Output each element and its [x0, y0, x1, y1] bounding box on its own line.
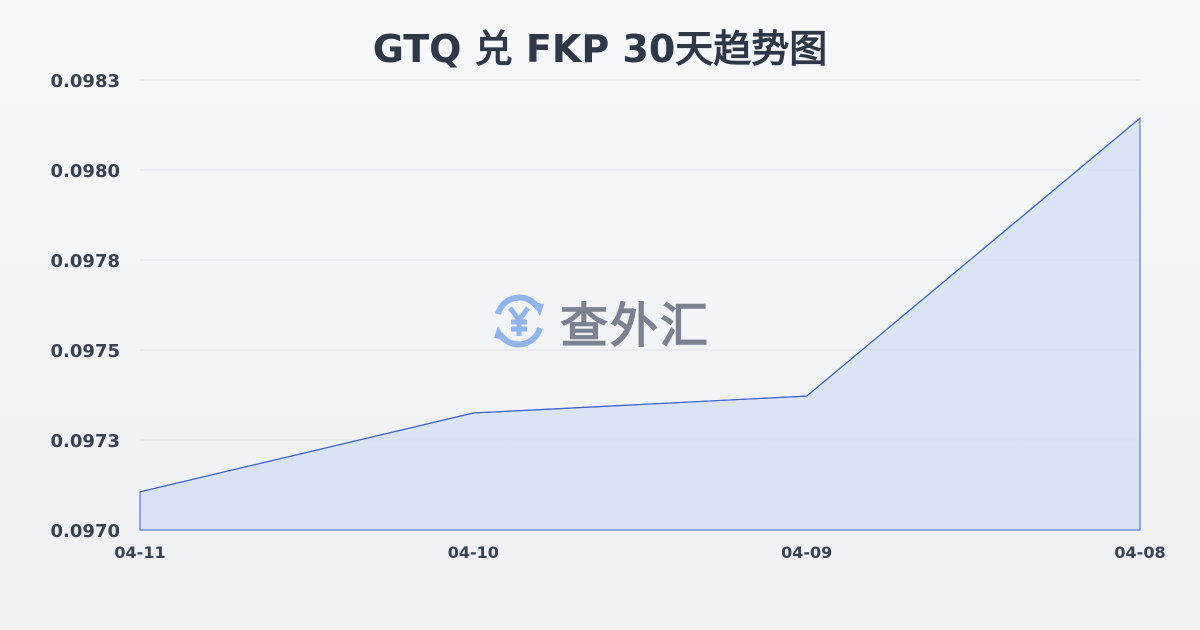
- x-tick-label: 04-10: [448, 543, 499, 562]
- data-point: [806, 395, 808, 397]
- data-point: [139, 491, 141, 493]
- x-tick-label: 04-09: [781, 543, 832, 562]
- x-tick-label: 04-08: [1114, 543, 1165, 562]
- y-tick-label: 0.0975: [51, 341, 120, 362]
- y-tick-label: 0.0983: [51, 71, 120, 92]
- watermark: 查外汇: [488, 286, 710, 356]
- data-point: [1139, 117, 1141, 119]
- watermark-text: 查外汇: [560, 298, 711, 354]
- series-line: [139, 117, 1141, 493]
- data-point: [472, 412, 474, 414]
- y-tick-label: 0.0970: [51, 521, 120, 542]
- yen-exchange-icon: [494, 294, 544, 348]
- y-tick-label: 0.0978: [51, 251, 120, 272]
- x-tick-label: 04-11: [114, 543, 165, 562]
- y-tick-label: 0.0973: [51, 431, 120, 452]
- y-tick-label: 0.0980: [51, 161, 120, 182]
- chart-title: GTQ 兑 FKP 30天趋势图: [372, 27, 828, 71]
